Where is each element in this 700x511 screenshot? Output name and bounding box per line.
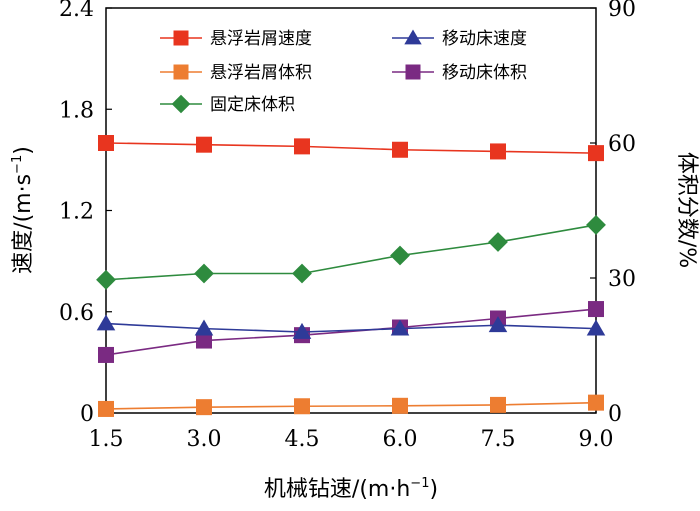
series-0-point <box>588 145 604 162</box>
series-0-point <box>490 143 506 160</box>
series-4 <box>96 214 606 290</box>
series-2-point <box>490 396 506 413</box>
x-tick-label: 4.5 <box>285 427 320 452</box>
series-1-point <box>194 319 214 336</box>
legend-label: 移动床体积 <box>442 63 527 83</box>
y-left-tick-label: 1.8 <box>59 98 94 123</box>
series-2-line <box>105 401 597 410</box>
series-1-point <box>488 316 508 333</box>
series-2-point <box>98 400 114 417</box>
x-tick-label: 3.0 <box>187 427 222 452</box>
series-4-point <box>488 232 508 252</box>
y-left-tick-label: 0 <box>80 402 94 427</box>
x-tick-label: 9.0 <box>579 427 614 452</box>
series-0 <box>98 135 604 162</box>
series-4-point <box>194 263 214 284</box>
x-tick-label: 6.0 <box>383 427 418 452</box>
series-4-point <box>390 245 410 266</box>
series-3-point <box>588 301 604 318</box>
y-axis-right-title: 体积分数/% <box>674 152 699 268</box>
series-1-line <box>105 322 597 333</box>
y-left-tick-label: 0.6 <box>59 301 94 326</box>
series-1 <box>96 314 606 339</box>
y-axis-left: 0 0.6 1.2 1.8 2.4 <box>59 0 112 427</box>
legend-item: 悬浮岩屑体积 <box>160 63 312 83</box>
series-0-point <box>392 141 408 158</box>
series-2-point <box>392 397 408 414</box>
y-left-tick-label: 1.2 <box>59 200 94 225</box>
series-layer <box>96 135 606 417</box>
series-1-point <box>586 319 606 336</box>
y-right-tick-label: 60 <box>608 132 636 157</box>
legend-swatch-marker <box>404 29 422 45</box>
series-1-point <box>292 322 312 339</box>
x-axis: 1.5 3.0 4.5 6.0 7.5 9.0 <box>89 407 614 452</box>
series-0-point <box>294 138 310 155</box>
legend-label: 移动床速度 <box>442 29 527 49</box>
legend-swatch-marker <box>173 30 189 46</box>
y-left-tick-label: 2.4 <box>59 0 94 22</box>
legend-label: 悬浮岩屑速度 <box>210 29 312 49</box>
series-4-point <box>586 214 606 235</box>
series-2-point <box>196 399 212 416</box>
series-3-point <box>98 346 114 363</box>
series-4-point <box>96 269 116 290</box>
series-4-point <box>292 263 312 284</box>
series-2-point <box>588 394 604 411</box>
x-tick-label: 1.5 <box>89 427 124 452</box>
legend-item: 移动床体积 <box>392 63 527 83</box>
x-axis-title: 机械钻速/(m·h−1) <box>264 476 438 502</box>
series-0-line <box>105 142 597 154</box>
legend-item: 移动床速度 <box>392 29 527 49</box>
series-2 <box>98 394 604 417</box>
x-tick-label: 7.5 <box>481 427 516 452</box>
series-1-point <box>390 319 410 336</box>
series-0-point <box>196 136 212 153</box>
series-4-line <box>105 224 597 281</box>
series-3 <box>98 301 604 363</box>
legend-swatch-marker <box>171 94 191 114</box>
y-right-tick-label: 0 <box>608 402 622 427</box>
series-3-line <box>105 308 597 356</box>
legend-item: 悬浮岩屑速度 <box>160 29 312 49</box>
series-1-point <box>96 314 116 331</box>
legend-label: 固定床体积 <box>210 95 295 115</box>
legend-swatch-marker <box>405 64 421 80</box>
series-3-point <box>196 332 212 349</box>
legend-swatch-marker <box>173 64 189 80</box>
legend-label: 悬浮岩屑体积 <box>210 63 312 83</box>
legend-item: 固定床体积 <box>160 94 295 115</box>
y-axis-left-title: 速度/(m·s−1) <box>10 146 36 274</box>
y-axis-right: 0 30 60 90 <box>590 0 636 427</box>
series-0-point <box>98 135 114 151</box>
y-right-tick-label: 30 <box>608 267 636 292</box>
y-right-tick-label: 90 <box>608 0 636 22</box>
series-2-point <box>294 398 310 415</box>
